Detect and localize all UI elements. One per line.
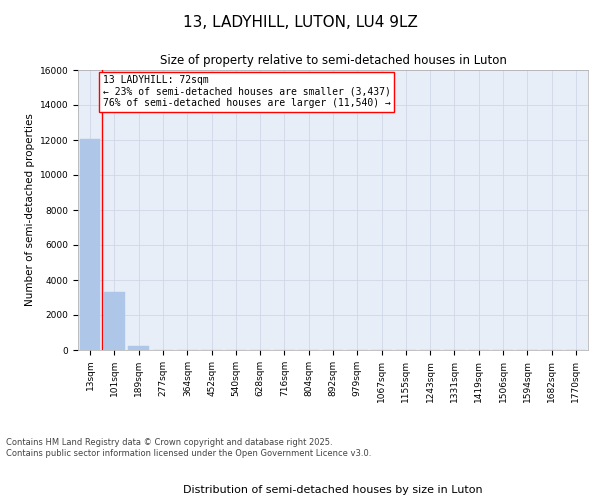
Title: Size of property relative to semi-detached houses in Luton: Size of property relative to semi-detach… <box>160 54 506 68</box>
Text: 13 LADYHILL: 72sqm
← 23% of semi-detached houses are smaller (3,437)
76% of semi: 13 LADYHILL: 72sqm ← 23% of semi-detache… <box>103 75 391 108</box>
Bar <box>80 139 100 350</box>
Bar <box>128 346 149 350</box>
Text: Distribution of semi-detached houses by size in Luton: Distribution of semi-detached houses by … <box>183 485 483 495</box>
Text: Contains HM Land Registry data © Crown copyright and database right 2025.
Contai: Contains HM Land Registry data © Crown c… <box>6 438 371 458</box>
Bar <box>104 292 125 350</box>
Text: 13, LADYHILL, LUTON, LU4 9LZ: 13, LADYHILL, LUTON, LU4 9LZ <box>182 15 418 30</box>
Y-axis label: Number of semi-detached properties: Number of semi-detached properties <box>25 114 35 306</box>
